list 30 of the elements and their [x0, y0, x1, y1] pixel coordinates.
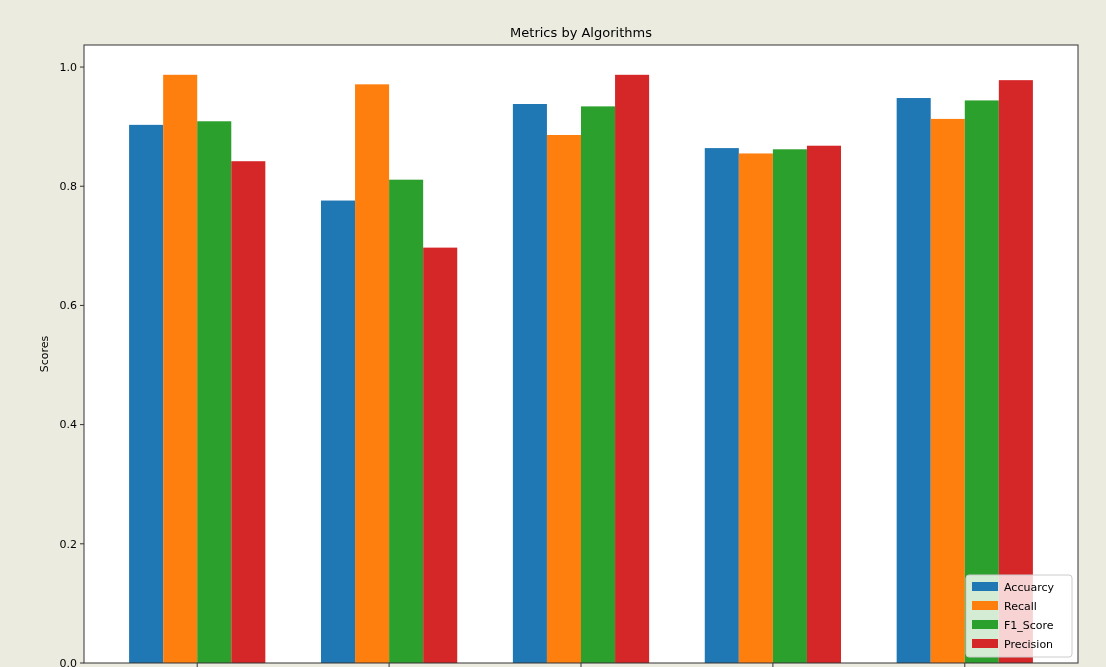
bar — [704, 148, 739, 663]
bar — [615, 74, 650, 663]
bar — [738, 153, 773, 663]
bar — [512, 104, 547, 663]
y-tick-label: 0.4 — [59, 418, 77, 432]
bar — [231, 161, 266, 663]
y-tick-label: 0.8 — [59, 180, 77, 194]
legend-label: Accuarcy — [1004, 580, 1055, 594]
bar — [772, 149, 807, 663]
bar — [163, 74, 198, 663]
legend-label: Precision — [1004, 637, 1054, 651]
legend-label: Recall — [1004, 599, 1037, 613]
bar — [423, 247, 458, 663]
chart-title: Metrics by Algorithms — [510, 25, 653, 40]
y-tick-label: 1.0 — [59, 60, 77, 74]
y-tick-label: 0.0 — [59, 656, 77, 667]
bar — [355, 84, 390, 663]
bar — [896, 98, 931, 663]
legend-label: F1_Score — [1004, 618, 1054, 632]
bar — [806, 145, 842, 663]
bar — [389, 179, 424, 663]
bar — [320, 200, 356, 663]
bar — [197, 121, 232, 663]
y-axis-title: Scores — [38, 335, 51, 373]
y-tick-label: 0.2 — [59, 537, 77, 551]
bar — [129, 124, 164, 663]
bar — [581, 106, 616, 663]
bar — [930, 118, 965, 663]
y-tick-label: 0.6 — [59, 299, 77, 313]
bar — [546, 134, 581, 663]
